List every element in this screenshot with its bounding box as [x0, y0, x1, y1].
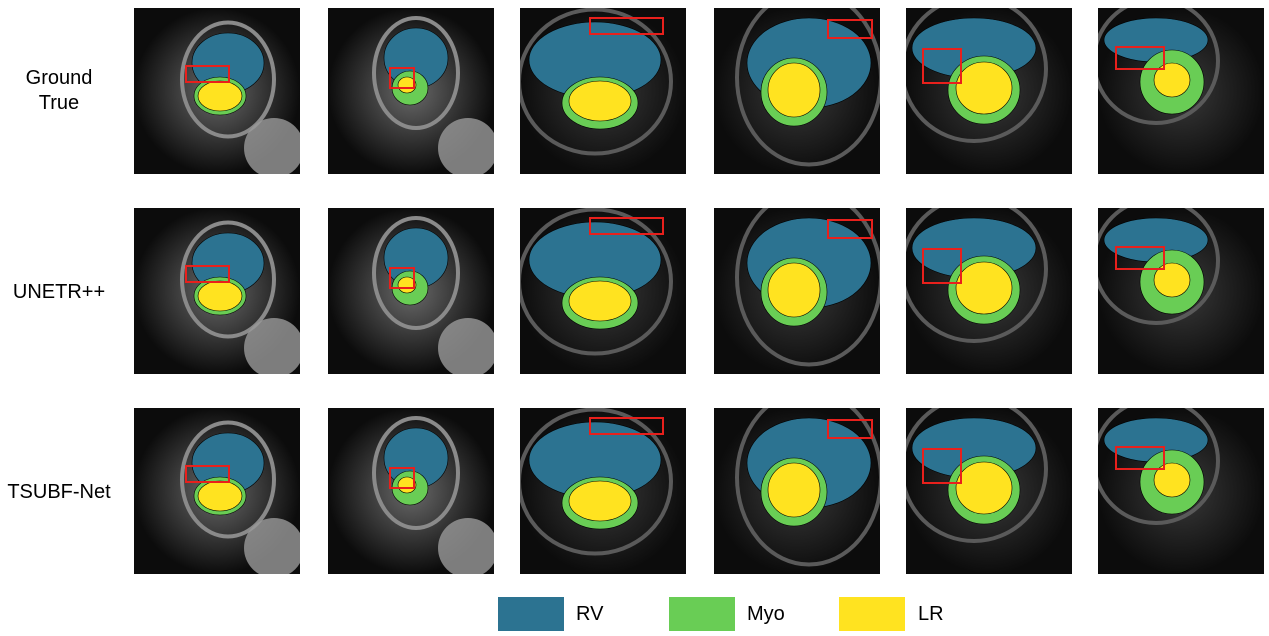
- lr-region: [955, 261, 1013, 315]
- legend-label-myo: Myo: [747, 603, 785, 625]
- row-label-tsubf: TSUBF-Net: [7, 481, 111, 503]
- lr-region: [1153, 262, 1191, 298]
- row-label-ground-true: Ground True: [0, 66, 118, 116]
- mri-panel-r3-c4: [714, 408, 880, 574]
- legend-label-rv: RV: [576, 603, 604, 625]
- highlight-box: [922, 48, 962, 84]
- highlight-box: [185, 265, 230, 283]
- mri-panel-r2-c1: [134, 208, 300, 374]
- highlight-box: [589, 17, 664, 35]
- lr-region: [197, 480, 243, 512]
- highlight-box: [827, 219, 873, 239]
- mri-panel-r1-c4: [714, 8, 880, 174]
- highlight-box: [1115, 246, 1165, 270]
- lr-region: [1153, 62, 1191, 98]
- mri-panel-r1-c3: [520, 8, 686, 174]
- mri-panel-r1-c1: [134, 8, 300, 174]
- row-label-unetr: UNETR++: [12, 281, 106, 303]
- mri-panel-r2-c2: [328, 208, 494, 374]
- highlight-box: [1115, 46, 1165, 70]
- highlight-box: [389, 467, 415, 489]
- highlight-box: [827, 419, 873, 439]
- highlight-box: [389, 67, 415, 89]
- lr-region: [767, 62, 821, 118]
- mri-panel-r2-c3: [520, 208, 686, 374]
- lr-region: [955, 461, 1013, 515]
- mri-panel-r3-c5: [906, 408, 1072, 574]
- mri-panel-r2-c5: [906, 208, 1072, 374]
- lr-region: [568, 480, 632, 522]
- lr-region: [568, 80, 632, 122]
- mri-panel-r3-c2: [328, 408, 494, 574]
- row-label-ground-true-line1: Ground: [25, 67, 93, 89]
- mri-panel-r3-c3: [520, 408, 686, 574]
- mri-panel-r1-c2: [328, 8, 494, 174]
- highlight-box: [589, 417, 664, 435]
- mri-panel-r1-c5: [906, 8, 1072, 174]
- highlight-box: [922, 448, 962, 484]
- highlight-box: [922, 248, 962, 284]
- mri-panel-r1-c6: [1098, 8, 1264, 174]
- lr-region: [197, 280, 243, 312]
- highlight-box: [389, 267, 415, 289]
- legend-swatch-myo: [669, 597, 735, 631]
- mri-panel-r3-c6: [1098, 408, 1264, 574]
- lr-region: [197, 80, 243, 112]
- legend-label-lr: LR: [918, 603, 944, 625]
- mri-panel-r2-c6: [1098, 208, 1264, 374]
- lr-region: [1153, 462, 1191, 498]
- legend-swatch-rv: [498, 597, 564, 631]
- highlight-box: [589, 217, 664, 235]
- row-label-ground-true-line2: True: [38, 92, 80, 114]
- lr-region: [767, 262, 821, 318]
- highlight-box: [185, 465, 230, 483]
- lr-region: [767, 462, 821, 518]
- lr-region: [955, 61, 1013, 115]
- mri-panel-r3-c1: [134, 408, 300, 574]
- highlight-box: [827, 19, 873, 39]
- highlight-box: [185, 65, 230, 83]
- mri-panel-r2-c4: [714, 208, 880, 374]
- highlight-box: [1115, 446, 1165, 470]
- legend-swatch-lr: [839, 597, 905, 631]
- lr-region: [568, 280, 632, 322]
